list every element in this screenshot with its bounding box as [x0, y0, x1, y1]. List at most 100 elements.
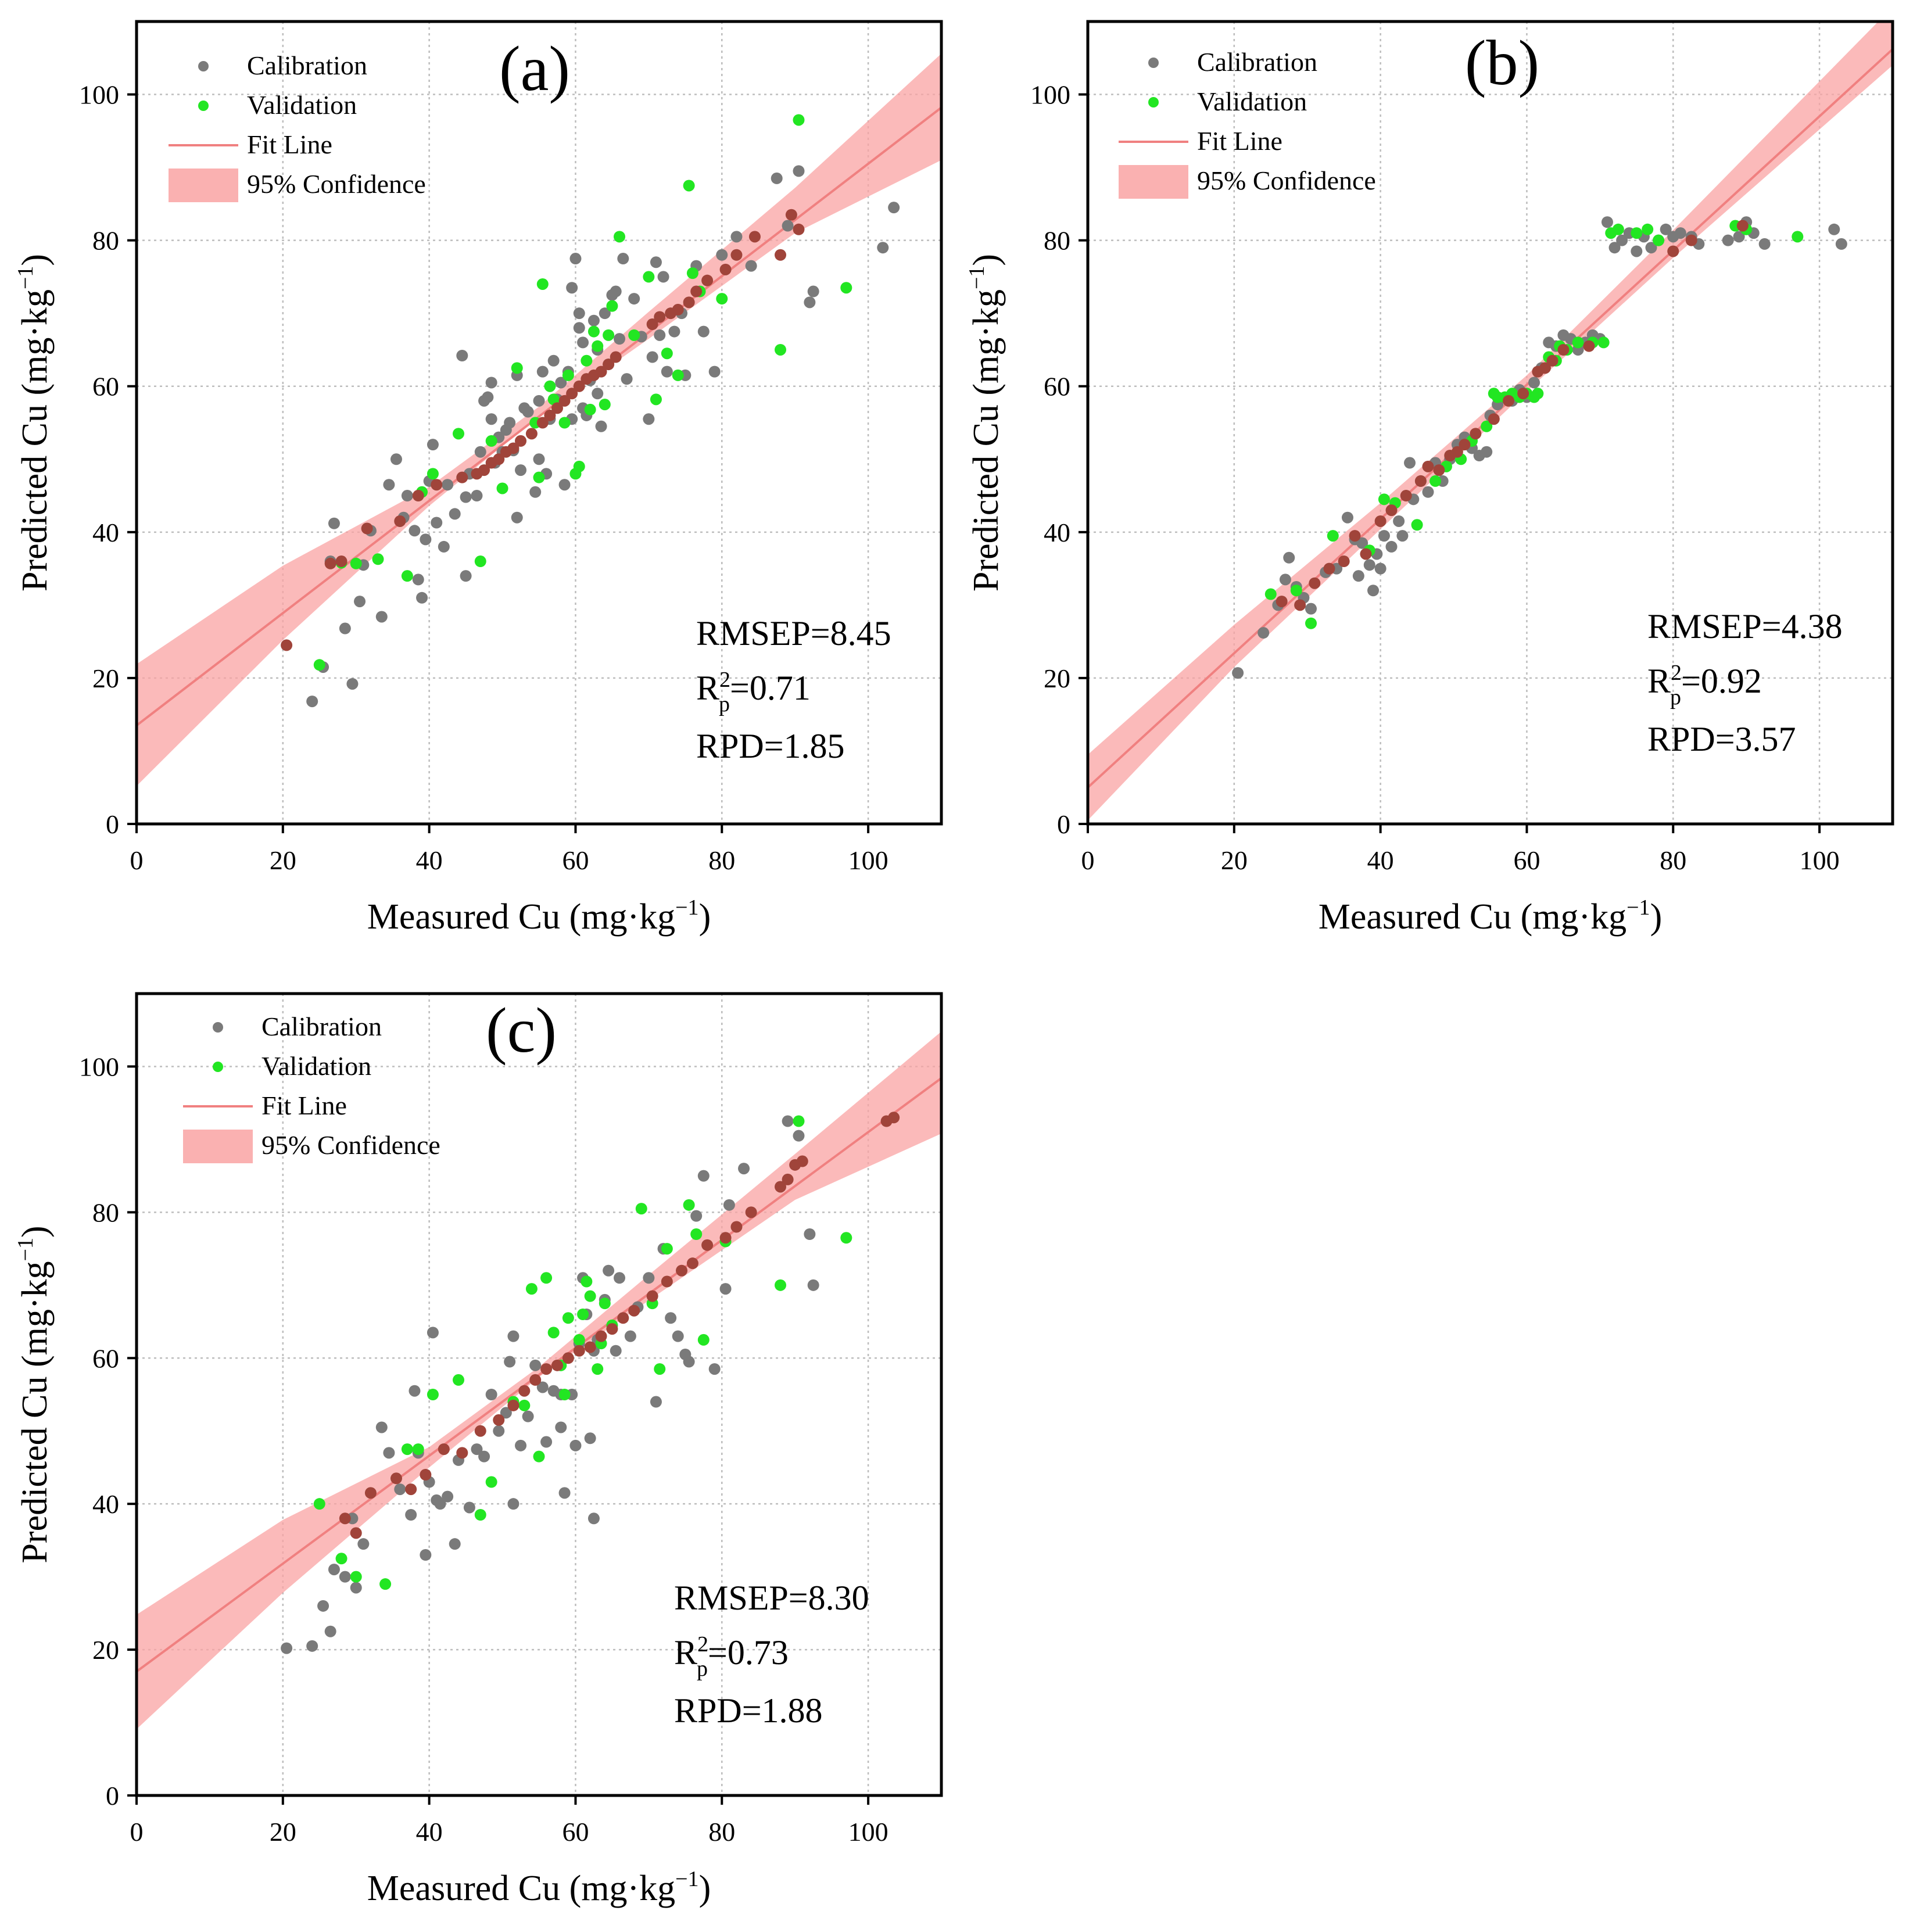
x-tick-label: 0 [1081, 845, 1095, 875]
calibration-point [460, 570, 472, 582]
calibration-point [339, 1571, 351, 1583]
legend-ci-marker [183, 1130, 253, 1163]
overlap-point [456, 471, 468, 483]
r2-sup: 2 [697, 1632, 708, 1657]
overlap-point [1414, 475, 1427, 487]
y-axis-title: Predicted Cu (mg·kg−1) [965, 254, 1006, 592]
overlap-point [1422, 460, 1434, 472]
calibration-point [621, 373, 633, 385]
validation-point [525, 1283, 538, 1295]
rpd-value: RPD=1.88 [674, 1691, 823, 1730]
validation-point [840, 282, 852, 294]
chart-panel-b: 0 20 40 60 80 100 0 20 40 60 80 100 Measured Cu (mg·… [965, 20, 1894, 937]
validation-point [1653, 234, 1665, 246]
y-tick-label: 100 [1030, 80, 1070, 110]
calibration-point [431, 517, 443, 529]
rmsep-value: RMSEP=4.38 [1647, 607, 1843, 646]
x-tick-label: 80 [1660, 845, 1686, 875]
overlap-point [1557, 343, 1570, 356]
calibration-point [412, 573, 424, 586]
calibration-point [683, 1356, 695, 1368]
legend: Calibration Validation Fit Line 95% Confide… [169, 51, 426, 202]
y-tick-label: 20 [92, 664, 119, 693]
validation-point [1430, 475, 1442, 487]
validation-point [650, 393, 662, 406]
rmsep-value: RMSEP=8.30 [674, 1579, 869, 1617]
calibration-point [610, 285, 622, 297]
overlap-point [676, 1264, 688, 1277]
calibration-point [460, 491, 472, 503]
overlap-point [785, 209, 797, 221]
r2-value: R2 p=0.71 [696, 668, 811, 716]
validation-point [427, 468, 439, 480]
overlap-point [603, 359, 615, 371]
overlap-point [551, 402, 563, 414]
y-axis-title-exponent: −1 [13, 266, 38, 289]
validation-point [584, 1290, 596, 1302]
calibration-point [511, 511, 523, 524]
validation-point [401, 1443, 413, 1456]
calibration-point [888, 202, 900, 214]
validation-point [686, 267, 698, 279]
overlap-point [350, 1527, 362, 1539]
validation-point [672, 369, 684, 381]
chart-panel-c: 0 20 40 60 80 100 0 20 40 60 80 100 Measured Cu (mg·… [13, 992, 943, 1908]
validation-point [313, 1498, 325, 1510]
overlap-point [566, 388, 578, 400]
calibration-point [1232, 667, 1244, 679]
metrics-box: RMSEP=4.38 R2 p=0.92 RPD=3.57 [1647, 607, 1843, 758]
calibration-point [409, 525, 421, 537]
calibration-point [317, 1600, 329, 1612]
validation-point [453, 1374, 464, 1386]
overlap-point [1546, 354, 1559, 367]
validation-point [1792, 231, 1804, 243]
calibration-point [569, 253, 582, 265]
calibration-point [485, 377, 497, 389]
calibration-point [624, 1330, 636, 1342]
calibration-point [1828, 223, 1840, 235]
overlap-point [1583, 340, 1595, 352]
overlap-point [1349, 530, 1361, 542]
calibration-point [1363, 559, 1375, 571]
validation-point [540, 1272, 553, 1284]
legend-validation-label: Validation [247, 90, 357, 120]
validation-point [350, 1571, 362, 1583]
calibration-point [1722, 234, 1734, 246]
legend-ci-label: 95% Confidence [247, 169, 426, 199]
overlap-point [796, 1155, 808, 1167]
calibration-point [657, 271, 669, 283]
calibration-point [650, 256, 662, 268]
validation-point [716, 293, 728, 305]
calibration-point [515, 464, 527, 476]
y-axis-title-text: Predicted Cu (mg·kg [15, 289, 55, 592]
validation-point [1631, 227, 1643, 239]
calibration-point [1374, 562, 1386, 575]
y-tick-label: 0 [106, 809, 119, 839]
x-axis-title-text: Measured Cu (mg·kg [367, 1869, 675, 1908]
calibration-point [617, 253, 629, 265]
validation-point [599, 1297, 611, 1310]
calibration-point [1660, 223, 1672, 235]
x-tick-label: 60 [1513, 845, 1540, 875]
calibration-point [507, 1330, 520, 1342]
x-tick-label: 80 [708, 1817, 735, 1847]
legend-fit-label: Fit Line [261, 1091, 347, 1120]
overlap-point [507, 442, 520, 454]
x-axis-title-exponent: −1 [675, 1867, 698, 1891]
validation-point [496, 482, 508, 494]
calibration-point [573, 322, 585, 334]
x-tick-label: 20 [270, 1817, 296, 1847]
calibration-point [427, 439, 439, 451]
validation-point [533, 471, 545, 483]
overlap-point [686, 1257, 698, 1270]
x-tick-label: 60 [562, 1817, 589, 1847]
calibration-point [1601, 216, 1613, 228]
confidence-band [137, 1031, 941, 1729]
x-tick-label: 40 [416, 1817, 443, 1847]
overlap-point [1459, 439, 1471, 451]
validation-point [697, 1334, 710, 1346]
calibration-point [1528, 377, 1540, 389]
calibration-point [482, 391, 494, 403]
calibration-point [463, 1501, 475, 1514]
y-tick-label: 60 [92, 372, 119, 402]
